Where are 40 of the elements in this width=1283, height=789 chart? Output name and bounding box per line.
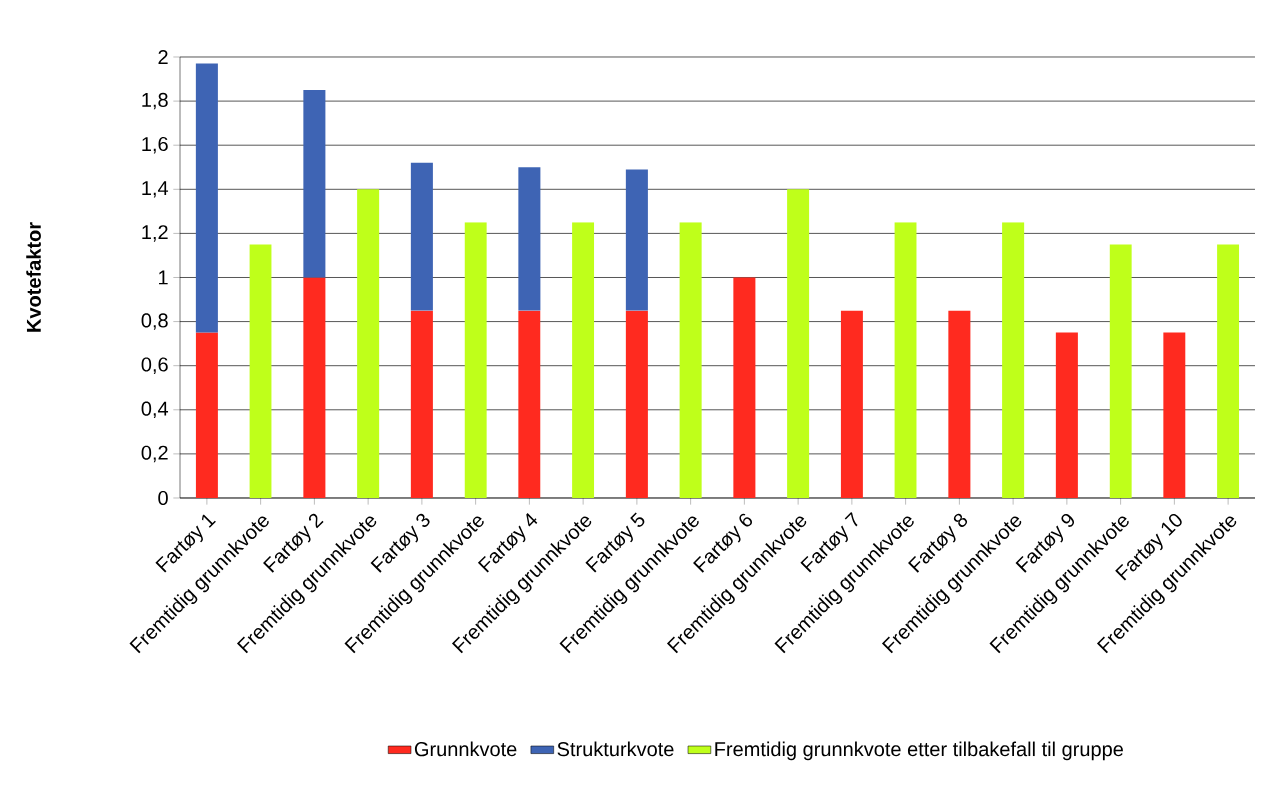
y-tick-label: 0,4 [141,401,169,419]
y-tick-label: 0 [158,490,168,506]
bar [195,63,218,333]
bar [679,222,702,498]
y-axis-title: Kvotefaktor [26,222,41,332]
bar [518,310,541,498]
bar [518,167,541,311]
bar [625,169,648,311]
y-tick-label: 1,2 [142,225,168,242]
bar [410,162,433,311]
bar [303,90,326,278]
y-tick-label: 2 [158,50,168,64]
legend-label: Grunnkvote [414,741,517,757]
bar [249,244,272,498]
bar [733,277,756,498]
bar [1163,332,1186,498]
legend-label: Strukturkvote [557,741,674,757]
bar [894,222,917,498]
y-tick-label: 1,8 [142,92,168,110]
y-tick-label: 1 [159,270,168,285]
bar [303,277,326,498]
bar [357,189,380,498]
bar [840,310,863,498]
bar [410,310,433,498]
bar [572,222,595,498]
y-tick-label: 1,4 [142,181,169,198]
y-tick-label: 0,8 [141,313,168,330]
bar [1002,222,1025,498]
y-tick-label: 0,2 [141,445,168,463]
y-tick-label: 1,6 [142,136,168,154]
bar [1217,244,1240,498]
bar [195,332,218,498]
bar [1055,332,1078,498]
bar [1109,244,1132,498]
legend-label: Fremtidig grunnkvote etter tilbakefall til gruppe [715,741,1123,761]
bar [464,222,487,498]
bar [948,310,971,498]
bar [787,189,810,498]
y-tick-label: 0,6 [141,357,168,374]
bar [625,310,648,498]
